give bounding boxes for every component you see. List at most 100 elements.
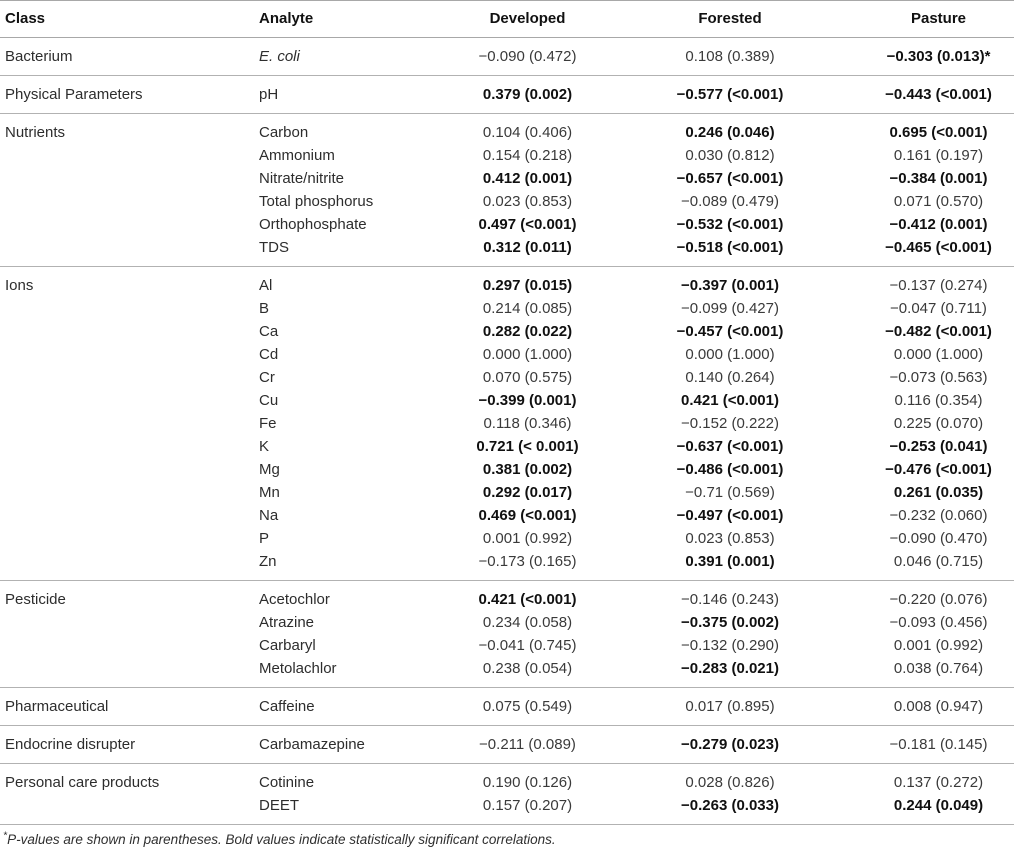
value-cell-pasture: 0.695 (<0.001) — [889, 124, 988, 141]
table-row: DEET 0.157 (0.207) −0.263 (0.033) 0.244 (0.… — [0, 794, 1014, 825]
table-row: Carbaryl −0.041 (0.745) −0.132 (0.290) 0.00… — [0, 634, 1014, 657]
analyte-cell: E. coli — [259, 48, 300, 65]
class-cell — [0, 794, 255, 825]
class-cell: Pharmaceutical — [5, 698, 109, 715]
table-group: Pesticide Acetochlor 0.421 (<0.001) −0.146 … — [0, 581, 1014, 688]
column-header-forested: Forested — [625, 0, 835, 38]
value-cell-developed: −0.041 (0.745) — [478, 637, 577, 654]
analyte-cell: Zn — [259, 553, 277, 570]
table-row: Mn 0.292 (0.017) −0.71 (0.569) 0.261 (0.035… — [0, 481, 1014, 504]
table-row: Mg 0.381 (0.002) −0.486 (<0.001) −0.476 (<0… — [0, 458, 1014, 481]
analyte-cell: pH — [259, 86, 279, 103]
value-cell-forested: 0.030 (0.812) — [685, 147, 775, 164]
analyte-cell: Total phosphorus — [259, 193, 374, 210]
value-cell-forested: 0.023 (0.853) — [685, 530, 775, 547]
value-cell-developed: 0.297 (0.015) — [482, 277, 573, 294]
value-cell-forested: 0.000 (1.000) — [685, 346, 775, 363]
class-cell — [0, 527, 255, 550]
table-row: Ammonium 0.154 (0.218) 0.030 (0.812) 0.161 … — [0, 144, 1014, 167]
class-cell — [0, 458, 255, 481]
value-cell-forested: −0.152 (0.222) — [681, 415, 779, 432]
value-cell-developed: −0.173 (0.165) — [478, 553, 577, 570]
analyte-cell: DEET — [259, 797, 300, 814]
table-row: Na 0.469 (<0.001) −0.497 (<0.001) −0.232 (0… — [0, 504, 1014, 527]
class-cell — [0, 611, 255, 634]
table-group: Personal care products Cotinine 0.190 (0.1… — [0, 764, 1014, 825]
table-row: Nutrients Carbon 0.104 (0.406) 0.246 (0.046… — [0, 114, 1014, 145]
value-cell-pasture: −0.181 (0.145) — [889, 736, 988, 753]
value-cell-forested: −0.089 (0.479) — [681, 193, 779, 210]
table-header: Class Analyte Developed Forested Pasture — [0, 0, 1014, 38]
value-cell-pasture: 0.116 (0.354) — [894, 392, 983, 409]
analyte-cell: K — [259, 438, 270, 455]
value-cell-developed: 0.214 (0.085) — [482, 300, 573, 317]
class-cell — [0, 297, 255, 320]
value-cell-forested: 0.246 (0.046) — [685, 124, 775, 141]
table-footnote: *P-values are shown in parentheses. Bold… — [0, 825, 1014, 855]
value-cell-pasture: 0.046 (0.715) — [893, 553, 984, 570]
class-cell — [0, 343, 255, 366]
value-cell-pasture: −0.412 (0.001) — [889, 216, 988, 233]
analyte-cell: Atrazine — [259, 614, 315, 631]
value-cell-pasture: −0.090 (0.470) — [889, 530, 988, 547]
value-cell-forested: −0.397 (0.001) — [681, 277, 779, 294]
value-cell-pasture: −0.073 (0.563) — [889, 369, 988, 386]
value-cell-developed: 0.190 (0.126) — [482, 774, 573, 791]
value-cell-forested: 0.391 (0.001) — [685, 553, 775, 570]
value-cell-pasture: −0.093 (0.456) — [889, 614, 988, 631]
value-cell-forested: −0.457 (<0.001) — [676, 323, 784, 340]
analyte-cell: P — [259, 530, 270, 547]
table-row: K 0.721 (< 0.001) −0.637 (<0.001) −0.253 (0… — [0, 435, 1014, 458]
table-row: Ions Al 0.297 (0.015) −0.397 (0.001) −0.137 … — [0, 267, 1014, 298]
value-cell-developed: 0.001 (0.992) — [482, 530, 573, 547]
analyte-cell: Ca — [259, 323, 279, 340]
value-cell-developed: −0.211 (0.089) — [479, 736, 576, 753]
value-cell-developed: 0.282 (0.022) — [482, 323, 573, 340]
value-cell-developed: 0.157 (0.207) — [482, 797, 573, 814]
analyte-cell: Al — [259, 277, 273, 294]
value-cell-forested: 0.017 (0.895) — [685, 698, 775, 715]
class-cell — [0, 481, 255, 504]
value-cell-forested: −0.146 (0.243) — [681, 591, 779, 608]
value-cell-pasture: −0.476 (<0.001) — [885, 461, 992, 478]
class-cell: Physical Parameters — [5, 86, 143, 103]
value-cell-pasture: 0.244 (0.049) — [893, 797, 984, 814]
analyte-cell: Fe — [259, 415, 277, 432]
value-cell-pasture: 0.071 (0.570) — [893, 193, 984, 210]
analyte-cell: Orthophosphate — [259, 216, 367, 233]
column-header-developed: Developed — [430, 0, 625, 38]
value-cell-developed: 0.381 (0.002) — [482, 461, 573, 478]
value-cell-developed: 0.312 (0.011) — [483, 239, 572, 256]
table-row: Zn −0.173 (0.165) 0.391 (0.001) 0.046 (0.71… — [0, 550, 1014, 581]
analyte-cell: Carbon — [259, 124, 309, 141]
class-cell — [0, 435, 255, 458]
value-cell-developed: 0.070 (0.575) — [482, 369, 573, 386]
column-header-class: Class — [0, 0, 255, 38]
value-cell-developed: 0.469 (<0.001) — [478, 507, 577, 524]
value-cell-forested: −0.132 (0.290) — [681, 637, 779, 654]
table-group: Nutrients Carbon 0.104 (0.406) 0.246 (0.046… — [0, 114, 1014, 267]
class-cell — [0, 213, 255, 236]
table-group: Pharmaceutical Caffeine 0.075 (0.549) 0.017… — [0, 688, 1014, 726]
value-cell-forested: −0.532 (<0.001) — [676, 216, 784, 233]
correlation-table: Class Analyte Developed Forested Pasture… — [0, 0, 1014, 825]
table-row: Physical Parameters pH 0.379 (0.002) −0.577… — [0, 76, 1014, 114]
value-cell-forested: 0.028 (0.826) — [685, 774, 775, 791]
value-cell-developed: 0.154 (0.218) — [482, 147, 573, 164]
value-cell-developed: 0.104 (0.406) — [482, 124, 573, 141]
value-cell-forested: −0.375 (0.002) — [681, 614, 779, 631]
value-cell-pasture: 0.008 (0.947) — [893, 698, 984, 715]
table-row: Cd 0.000 (1.000) 0.000 (1.000) 0.000 (1.000… — [0, 343, 1014, 366]
value-cell-forested: −0.577 (<0.001) — [676, 86, 784, 103]
value-cell-developed: 0.721 (< 0.001) — [476, 438, 579, 455]
footnote-text: P-values are shown in parentheses. Bold … — [7, 832, 556, 847]
class-cell — [0, 634, 255, 657]
class-cell: Bacterium — [5, 48, 73, 65]
class-cell: Pesticide — [5, 591, 66, 608]
class-cell — [0, 167, 255, 190]
table-row: Nitrate/nitrite 0.412 (0.001) −0.657 (<0.0… — [0, 167, 1014, 190]
value-cell-pasture: 0.137 (0.272) — [893, 774, 984, 791]
table-group: Physical Parameters pH 0.379 (0.002) −0.577… — [0, 76, 1014, 114]
class-cell — [0, 366, 255, 389]
value-cell-developed: 0.292 (0.017) — [482, 484, 573, 501]
